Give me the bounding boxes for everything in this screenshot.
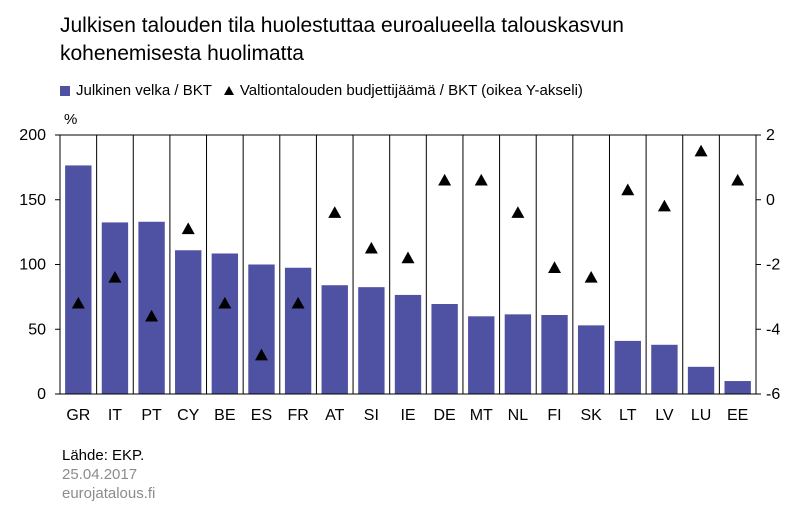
bar-pt	[138, 221, 165, 394]
left-tick-label: 100	[19, 257, 46, 274]
marker-lt	[621, 183, 635, 196]
marker-series	[71, 144, 745, 361]
category-label: FR	[287, 407, 308, 424]
category-label: GR	[66, 407, 90, 424]
marker-gr	[71, 296, 85, 309]
category-label: ES	[251, 407, 272, 424]
category-label: LV	[655, 407, 674, 424]
bar-cy	[175, 250, 202, 394]
category-label: NL	[508, 407, 529, 424]
category-label: SK	[580, 407, 602, 424]
marker-ee	[731, 173, 745, 186]
bar-ie	[394, 294, 422, 394]
left-tick-label: 50	[28, 321, 46, 338]
right-tick-label: 2	[766, 127, 775, 144]
category-label: LU	[691, 407, 711, 424]
category-label: LT	[619, 407, 637, 424]
source-site: eurojatalous.fi	[62, 485, 156, 502]
bar-fi	[541, 315, 568, 394]
source-date: 25.04.2017	[62, 466, 138, 483]
marker-fr	[291, 296, 305, 309]
marker-lu	[694, 144, 708, 157]
category-label: CY	[177, 407, 200, 424]
chart-title: Julkisen talouden tila huolestuttaa euro…	[60, 12, 760, 68]
marker-mt	[474, 173, 488, 186]
bar-lu	[687, 366, 715, 394]
bar-lv	[651, 344, 678, 394]
marker-ie	[401, 251, 415, 264]
axes	[55, 134, 761, 395]
category-label: FI	[547, 407, 561, 424]
marker-nl	[511, 206, 525, 218]
category-label: PT	[141, 407, 162, 424]
marker-at	[328, 206, 342, 218]
left-tick-label: 150	[19, 192, 46, 209]
bar-si	[358, 287, 385, 394]
marker-si	[364, 241, 378, 254]
category-label: EE	[727, 407, 748, 424]
marker-pt	[145, 309, 159, 322]
right-tick-label: -6	[766, 386, 780, 403]
legend-bar-swatch	[60, 85, 70, 96]
category-label: DE	[434, 407, 456, 424]
bar-nl	[504, 314, 532, 394]
legend-marker-label: Valtiontalouden budjettijäämä / BKT (oik…	[239, 82, 583, 99]
category-label: IT	[108, 407, 122, 424]
source-block: Lähde: EKP. 25.04.2017 eurojatalous.fi	[62, 446, 155, 503]
chart-title-line-2: kohenemisesta huolimatta	[60, 42, 304, 65]
marker-sk	[584, 270, 598, 283]
legend-bar-label: Julkinen velka / BKT	[76, 82, 212, 99]
tick-labels: 0 50 100 150 200 -6 -4 -2 0 2 GR IT PT CY BE ES FR AT SI IE…	[19, 127, 780, 424]
bar-at	[321, 285, 348, 394]
marker-cy	[181, 222, 195, 235]
bar-lt	[614, 340, 641, 394]
bar-it	[101, 222, 129, 394]
marker-be	[218, 296, 232, 309]
marker-de	[438, 173, 452, 186]
bar-be	[211, 253, 239, 394]
bar-es	[248, 264, 275, 394]
category-label: IE	[400, 407, 415, 424]
right-tick-label: 0	[766, 192, 775, 209]
category-label: AT	[325, 407, 344, 424]
category-label: SI	[364, 407, 379, 424]
category-label: MT	[470, 407, 493, 424]
source-text: Lähde: EKP.	[62, 447, 145, 464]
bar-ee	[724, 381, 751, 394]
legend-triangle-icon	[223, 86, 234, 95]
category-label: BE	[214, 407, 235, 424]
bar-series	[65, 165, 751, 394]
legend: Julkinen velka / BKT Valtiontalouden bud…	[60, 82, 583, 99]
left-tick-label: 0	[37, 386, 46, 403]
right-tick-label: -4	[766, 321, 780, 338]
right-tick-label: -2	[766, 257, 780, 274]
bar-de	[431, 303, 458, 394]
marker-lv	[657, 199, 671, 212]
bar-mt	[468, 316, 495, 394]
marker-es	[254, 348, 268, 361]
left-tick-label: 200	[19, 127, 46, 144]
bar-fr	[284, 267, 312, 394]
bar-sk	[577, 325, 605, 394]
bar-gr	[65, 165, 92, 394]
chart-title-line-1: Julkisen talouden tila huolestuttaa euro…	[60, 14, 624, 37]
marker-fi	[548, 261, 562, 273]
grid-lines	[96, 135, 720, 394]
left-axis-unit: %	[64, 111, 77, 128]
marker-it	[108, 270, 122, 283]
